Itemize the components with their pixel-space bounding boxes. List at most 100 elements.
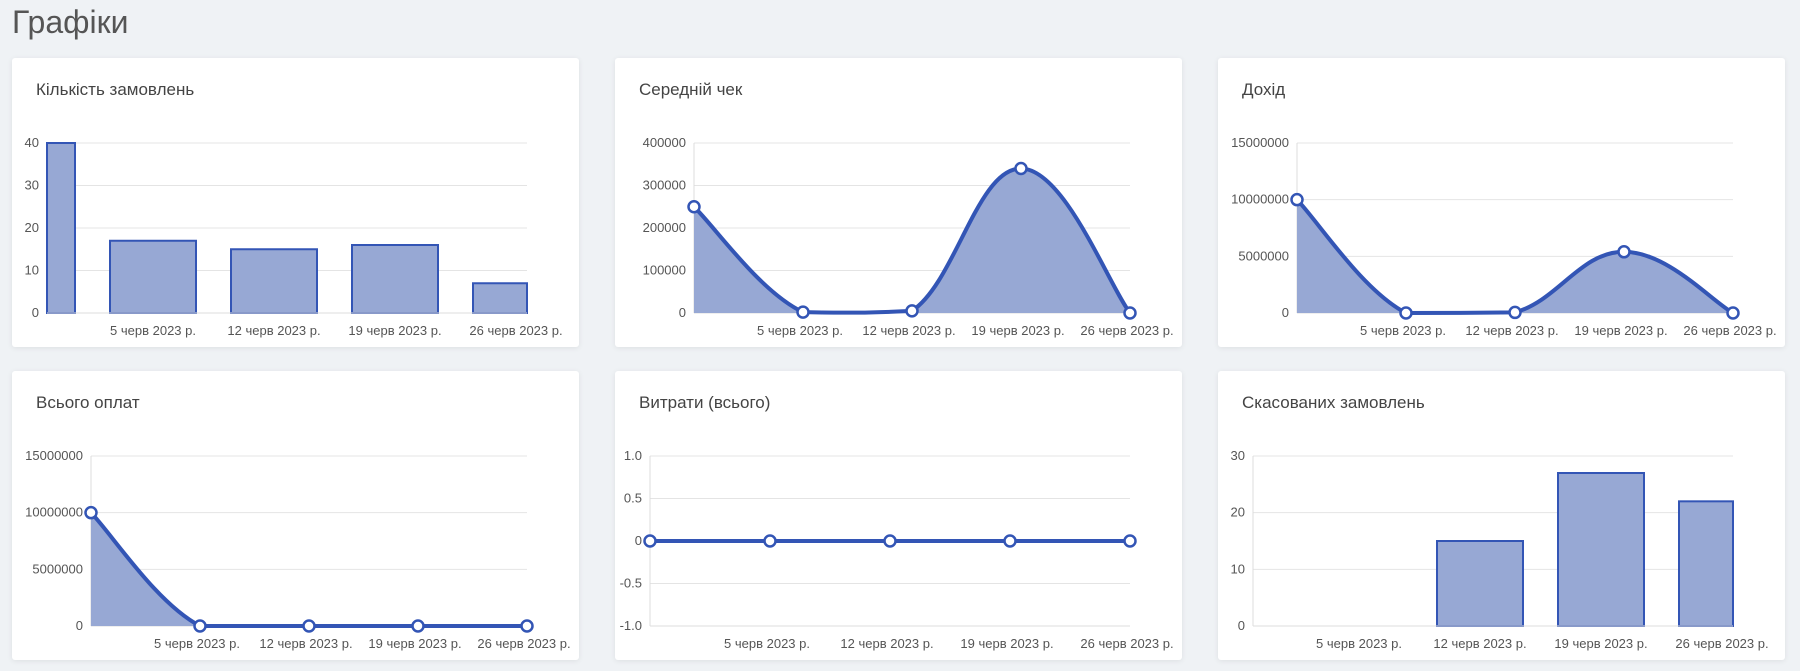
- area-fill: [91, 512, 527, 626]
- data-point: [796, 305, 810, 319]
- x-tick-label: 12 черв 2023 р.: [1433, 636, 1526, 651]
- data-point: [302, 619, 316, 633]
- y-tick-label: 10000000: [1231, 192, 1289, 207]
- y-tick-label: 5000000: [32, 561, 83, 576]
- x-tick-label: 26 черв 2023 р.: [1080, 323, 1173, 338]
- chart-card-avg-check: Середній чек 400000 300000 200000 100000 0 5 …: [615, 58, 1182, 347]
- chart-income: 15000000 10000000 5000000 0 5 черв 2023 р. 12…: [1231, 135, 1776, 338]
- x-tick-label: 19 черв 2023 р.: [971, 323, 1064, 338]
- y-tick-label: 400000: [643, 135, 686, 150]
- x-tick-label: 5 черв 2023 р.: [757, 323, 843, 338]
- data-point: [1617, 245, 1631, 259]
- bar: [1436, 540, 1524, 627]
- chart-card-income: Дохід 15000000 10000000 5000000 0 5 черв 202…: [1218, 58, 1785, 347]
- y-tick-label: 0: [635, 533, 642, 548]
- bar: [46, 142, 76, 314]
- y-tick-label: 0: [1282, 305, 1289, 320]
- bar: [1678, 500, 1734, 627]
- bar: [351, 244, 439, 314]
- y-tick-label: 0: [32, 305, 39, 320]
- x-tick-label: 26 черв 2023 р.: [469, 323, 562, 338]
- y-tick-label: 300000: [643, 178, 686, 193]
- x-tick-label: 5 черв 2023 р.: [1360, 323, 1446, 338]
- y-tick-label: 40: [25, 135, 39, 150]
- data-point: [411, 619, 425, 633]
- chart-orders: 40 30 20 10 0 5 черв 2023 р. 12 черв 2023 р. 19…: [25, 135, 563, 338]
- data-point: [1399, 306, 1413, 320]
- data-point: [84, 505, 98, 520]
- x-tick-label: 5 черв 2023 р.: [110, 323, 196, 338]
- y-tick-label: 0.5: [624, 491, 642, 506]
- area-fill: [694, 168, 1130, 313]
- y-tick-label: 20: [25, 220, 39, 235]
- data-point: [1726, 306, 1740, 320]
- y-tick-label: 15000000: [1231, 135, 1289, 150]
- x-tick-label: 5 черв 2023 р.: [154, 636, 240, 651]
- y-tick-label: -1.0: [620, 618, 642, 633]
- x-tick-label: 12 черв 2023 р.: [840, 636, 933, 651]
- x-tick-label: 26 черв 2023 р.: [1683, 323, 1776, 338]
- chart-card-payments: Всього оплат 15000000 10000000 5000000 0 5 ч…: [12, 371, 579, 660]
- chart-card-cancelled: Скасованих замовлень 30 20 10 0 5 черв 2023 …: [1218, 371, 1785, 660]
- y-tick-label: 0: [76, 618, 83, 633]
- y-tick-label: 1.0: [624, 448, 642, 463]
- x-tick-label: 19 черв 2023 р.: [368, 636, 461, 651]
- data-point: [520, 619, 534, 633]
- page-title: Графіки: [12, 4, 129, 40]
- y-tick-label: 100000: [643, 263, 686, 278]
- chart-title: Витрати (всього): [639, 393, 771, 412]
- data-point: [1003, 534, 1017, 548]
- chart-title: Дохід: [1242, 80, 1286, 99]
- data-point: [1123, 534, 1137, 548]
- x-tick-label: 26 черв 2023 р.: [477, 636, 570, 651]
- data-point: [643, 534, 657, 548]
- y-tick-label: 10: [25, 263, 39, 278]
- bar: [1557, 472, 1645, 627]
- data-point: [193, 619, 207, 633]
- data-point: [1014, 161, 1028, 176]
- y-tick-label: 30: [25, 178, 39, 193]
- x-tick-label: 12 черв 2023 р.: [862, 323, 955, 338]
- data-point: [1290, 192, 1304, 207]
- data-point: [763, 534, 777, 548]
- bar: [230, 248, 318, 314]
- chart-cancelled: 30 20 10 0 5 черв 2023 р. 12 черв 2023 р. 19 ч…: [1231, 448, 1769, 651]
- chart-card-orders: Кількість замовлень 40 30 20 10 0 5 черв 2023…: [12, 58, 579, 347]
- x-tick-label: 19 черв 2023 р.: [1554, 636, 1647, 651]
- x-tick-label: 12 черв 2023 р.: [1465, 323, 1558, 338]
- x-tick-label: 19 черв 2023 р.: [348, 323, 441, 338]
- bar: [472, 282, 528, 314]
- x-tick-label: 5 черв 2023 р.: [1316, 636, 1402, 651]
- y-tick-label: 0: [1238, 618, 1245, 633]
- y-tick-label: 5000000: [1238, 248, 1289, 263]
- x-tick-label: 26 черв 2023 р.: [1675, 636, 1768, 651]
- data-point: [905, 304, 919, 318]
- y-tick-label: 20: [1231, 505, 1245, 520]
- y-tick-label: 0: [679, 305, 686, 320]
- x-tick-label: 5 черв 2023 р.: [724, 636, 810, 651]
- y-tick-label: 200000: [643, 220, 686, 235]
- y-tick-label: 30: [1231, 448, 1245, 463]
- chart-title: Всього оплат: [36, 393, 140, 412]
- chart-title: Середній чек: [639, 80, 743, 99]
- y-tick-label: 10000000: [25, 505, 83, 520]
- chart-title: Кількість замовлень: [36, 80, 195, 99]
- x-tick-label: 26 черв 2023 р.: [1080, 636, 1173, 651]
- series-line: [692, 166, 1132, 315]
- x-tick-label: 12 черв 2023 р.: [259, 636, 352, 651]
- x-tick-label: 19 черв 2023 р.: [960, 636, 1053, 651]
- x-tick-label: 12 черв 2023 р.: [227, 323, 320, 338]
- data-point: [687, 200, 701, 214]
- chart-card-expenses: Витрати (всього) 1.0 0.5 0 -0.5 -1.0 5 черв 2…: [615, 371, 1182, 660]
- area-fill: [1297, 199, 1733, 313]
- chart-title: Скасованих замовлень: [1242, 393, 1425, 412]
- chart-expenses: 1.0 0.5 0 -0.5 -1.0 5 черв 2023 р. 12 черв 202…: [620, 448, 1174, 651]
- bar: [109, 239, 197, 314]
- y-tick-label: 10: [1231, 561, 1245, 576]
- y-tick-label: 15000000: [25, 448, 83, 463]
- chart-avg-check: 400000 300000 200000 100000 0 5 черв 2023 р. 1…: [643, 135, 1174, 338]
- data-point: [1123, 306, 1137, 320]
- data-point: [883, 534, 897, 548]
- data-point: [1508, 305, 1522, 320]
- y-tick-label: -0.5: [620, 576, 642, 591]
